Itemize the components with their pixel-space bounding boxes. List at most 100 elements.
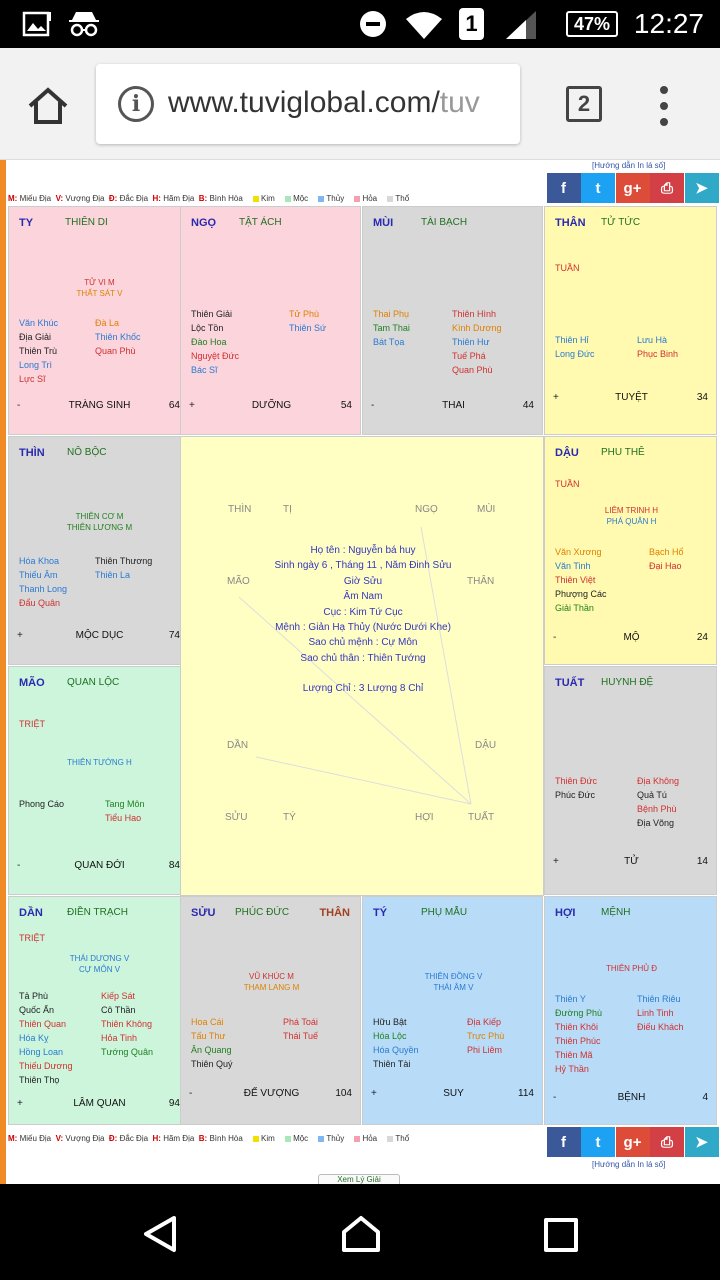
palace-than[interactable]: THÂN TỬ TỨC TUẦN Thiên Hỉ Long Đức Lưu Hà… (544, 206, 717, 435)
zodiac-mui-label: MÙI (477, 504, 496, 515)
stars-right: Lưu Hà Phục Binh (637, 335, 679, 359)
stars-left: Thiên Đức Phúc Đức (555, 776, 598, 800)
home-nav-icon (342, 1216, 380, 1252)
palace-footer: + DƯỠNG 54 (189, 400, 352, 411)
owner-info: Họ tên : Nguyễn bá huy Sinh ngày 6 , Thá… (274, 545, 452, 695)
stars-right: Thiên Hình Kình Dương Thiên Hư Tuế Phá Quan … (452, 309, 502, 375)
chart-lines (238, 526, 472, 805)
print-guide-link-bottom[interactable]: [Hướng dẫn In lá số] (592, 1160, 666, 1169)
palace-thin[interactable]: THÌN NÔ BỘC THIÊN CƠ M THIÊN LƯƠNG M Hóa … (8, 436, 189, 665)
palace-footer: - BỆNH 4 (553, 1092, 708, 1103)
print-guide-link-top[interactable]: [Hướng dẫn In lá số] (592, 161, 666, 170)
palace-dau[interactable]: DẬU PHU THÊ TUẦN LIÊM TRINH H PHÁ QUÂN H … (544, 436, 717, 665)
facebook-share-button[interactable]: f (546, 1127, 581, 1157)
facebook-share-button[interactable]: f (546, 173, 581, 203)
main-stars: THÁI DƯƠNG V CỰ MÔN V (69, 954, 130, 974)
stars-right: Tử Phù Thiên Sứ (289, 309, 327, 333)
home-nav-button[interactable] (340, 1214, 382, 1254)
palace-footer: - THAI 44 (371, 400, 534, 411)
palace-mui[interactable]: MÙI TÀI BẠCH Thai Phụ Tam Thai Bát Tọa Thi… (362, 206, 543, 435)
palace-suu[interactable]: SỬU PHÚC ĐỨC THÂN VŨ KHÚC M THAM LANG M H… (180, 896, 361, 1125)
main-stars: THIÊN CƠ M THIÊN LƯƠNG M (66, 512, 133, 532)
stars-left: Phong Cáo (19, 799, 65, 809)
legend-top: M: Miếu Địa V: Vượng Địa Đ: Đắc Địa H: H… (8, 194, 410, 203)
stars-right: Thiên Riêu Linh Tinh Điếu Khách (637, 994, 684, 1032)
palace-footer: - TRÀNG SINH 64 (17, 400, 180, 411)
stars-right: Đà La Thiên Khốc Quan Phù (95, 318, 141, 356)
palace-tuat[interactable]: TUẤT HUYNH ĐỆ Thiên Đức Phúc Đức Địa Khôn… (544, 666, 717, 895)
stars-left: Hoa Cái Tấu Thư Ân Quang Thiên Quý (191, 1017, 233, 1069)
wifi-icon (404, 10, 444, 39)
chart-center-panel: THÌN TỊ NGỌ MÙI MÃO THÂN DẦN DẬU SỬU TÝ … (180, 436, 544, 896)
overflow-menu-icon[interactable] (658, 86, 670, 126)
stars-left: Hữu Bật Hóa Lộc Hóa Quyền Thiên Tài (373, 1017, 419, 1069)
zodiac-ti-label: TỊ (283, 504, 292, 515)
zodiac-suu-label: SỬU (225, 812, 248, 823)
share-bar-bottom: f t g+ ⎙ ➤ (546, 1127, 719, 1157)
home-button[interactable] (24, 82, 72, 130)
legend-bottom: M: Miếu Địa V: Vượng Địa Đ: Đắc Địa H: H… (8, 1134, 410, 1143)
main-stars: VŨ KHÚC M THAM LANG M (243, 972, 300, 992)
zodiac-than-label: THÂN (467, 576, 495, 587)
status-bar: 1 47% 12:27 (0, 0, 720, 48)
zodiac-ty-label: TÝ (283, 812, 296, 823)
twitter-share-button[interactable]: t (581, 173, 615, 203)
twitter-share-button[interactable]: t (581, 1127, 615, 1157)
palace-footer: - ĐẾ VƯỢNG 104 (189, 1088, 352, 1099)
palace-dan[interactable]: DẦN ĐIỀN TRẠCH TRIỆT THÁI DƯƠNG V CỰ MÔN … (8, 896, 189, 1125)
stars-left: Hóa Khoa Thiếu Âm Thanh Long Đẩu Quân (19, 556, 68, 608)
stars-left: Thai Phụ Tam Thai Bát Tọa (373, 309, 410, 347)
main-stars: LIÊM TRINH H PHÁ QUÂN H (604, 506, 659, 526)
main-stars: THIÊN PHỦ Đ (605, 964, 658, 973)
stars-right: Kiếp Sát Cô Thần Thiên Không Hỏa Tinh Tướng … (101, 991, 153, 1057)
palace-footer: + MỘC DỤC 74 (17, 630, 180, 641)
stars-right: Tang Môn Tiểu Hao (105, 799, 145, 823)
palace-footer: + SUY 114 (371, 1088, 534, 1099)
palace-ty-water[interactable]: TÝ PHỤ MẪU THIÊN ĐỒNG V THÁI ÂM V Hữu Bật… (362, 896, 543, 1125)
main-stars: THIÊN ĐỒNG V THÁI ÂM V (424, 972, 483, 992)
stars-left: Văn Xương Văn Tinh Thiên Việt Phượng Các Giả… (555, 547, 607, 613)
print-button[interactable]: ⎙ (650, 1127, 684, 1157)
palace-mao[interactable]: MÃO QUAN LỘC TRIỆT THIÊN TƯỚNG H Phong C… (8, 666, 189, 895)
palace-ngo[interactable]: NGỌ TẬT ÁCH Thiên Giải Lộc Tồn Đào Hoa Nguy… (180, 206, 361, 435)
palace-hoi[interactable]: HỢI MỆNH THIÊN PHỦ Đ Thiên Y Đường Phù Thi… (544, 896, 717, 1125)
sim-slot-badge: 1 (459, 8, 484, 40)
android-nav-bar (0, 1184, 720, 1280)
view-interpretation-button[interactable]: Xem Lý Giải (318, 1174, 400, 1184)
zodiac-mao-label: MÃO (227, 576, 250, 587)
recent-apps-button[interactable] (544, 1218, 578, 1252)
palace-footer: + LÂM QUAN 94 (17, 1098, 180, 1109)
zodiac-dau-label: DẬU (475, 740, 497, 751)
stars-right: Bạch Hổ Đại Hao (649, 547, 684, 571)
back-icon (144, 1216, 176, 1252)
tab-switcher-button[interactable]: 2 (566, 86, 602, 122)
incognito-icon (66, 10, 102, 38)
zodiac-ngo-label: NGỌ (415, 504, 438, 515)
back-button[interactable] (140, 1214, 180, 1254)
print-button[interactable]: ⎙ (650, 173, 684, 203)
palace-footer: + TỬ 14 (553, 856, 708, 867)
do-not-disturb-icon (358, 10, 388, 38)
browser-toolbar: i www.tuviglobal.com/tuv 2 (0, 48, 720, 160)
stars-left: Thiên Giải Lộc Tồn Đào Hoa Nguyệt Đức Bác Sĩ (191, 309, 240, 375)
palace-ty[interactable]: TY THIÊN DI TỬ VI M THẤT SÁT V Văn Khúc Đ… (8, 206, 189, 435)
main-stars: THIÊN TƯỚNG H (67, 758, 132, 767)
web-content: [Hướng dẫn In lá số] f t g+ ⎙ ➤ M: Miếu … (0, 160, 720, 1184)
google-plus-share-button[interactable]: g+ (615, 1127, 650, 1157)
battery-indicator: 47% (566, 11, 618, 37)
left-accent-stripe (0, 160, 6, 1184)
share-bar-top: f t g+ ⎙ ➤ (546, 173, 719, 203)
stars-right: Thiên Thương Thiên La (95, 556, 153, 580)
google-plus-share-button[interactable]: g+ (615, 173, 650, 203)
telegram-share-button[interactable]: ➤ (684, 1127, 719, 1157)
site-info-icon[interactable]: i (118, 86, 154, 122)
stars-right: Địa Không Quả Tú Bệnh Phù Địa Võng (637, 776, 680, 828)
url-text[interactable]: www.tuviglobal.com/tuv (168, 86, 480, 119)
clock: 12:27 (633, 8, 704, 39)
stars-left: Thiên Y Đường Phù Thiên Khôi Thiên Phúc Thiê… (555, 994, 602, 1074)
address-bar[interactable]: i www.tuviglobal.com/tuv (96, 64, 520, 144)
stars-left: Tả Phù Quốc Ấn Thiên Quan Hóa Kỵ Hồng Loan Th… (19, 991, 73, 1085)
telegram-share-button[interactable]: ➤ (684, 173, 719, 203)
zodiac-dan-label: DẦN (227, 740, 249, 751)
home-icon (28, 87, 68, 124)
